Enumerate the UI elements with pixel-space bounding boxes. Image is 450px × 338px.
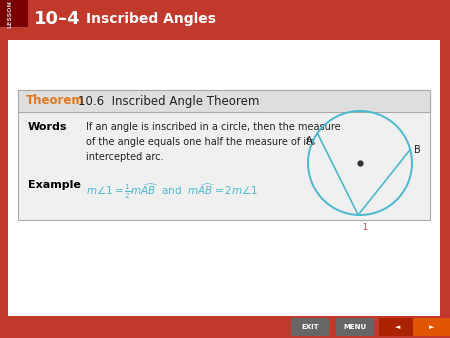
FancyBboxPatch shape xyxy=(8,40,440,316)
Polygon shape xyxy=(0,0,28,27)
Text: $m\angle 1 = \frac{1}{2}m\widehat{AB}$  and  $m\widehat{AB} = 2m\angle 1$: $m\angle 1 = \frac{1}{2}m\widehat{AB}$ a… xyxy=(86,182,258,201)
FancyBboxPatch shape xyxy=(413,318,450,336)
Text: B: B xyxy=(414,145,421,154)
FancyBboxPatch shape xyxy=(0,0,450,38)
Text: 10–4: 10–4 xyxy=(34,10,81,28)
Text: ►: ► xyxy=(429,324,435,330)
FancyBboxPatch shape xyxy=(18,90,430,112)
Text: MENU: MENU xyxy=(343,324,367,330)
FancyBboxPatch shape xyxy=(18,90,430,220)
FancyBboxPatch shape xyxy=(0,40,8,316)
Text: 10.6  Inscribed Angle Theorem: 10.6 Inscribed Angle Theorem xyxy=(78,95,259,107)
Text: Example: Example xyxy=(28,180,81,190)
Text: EXIT: EXIT xyxy=(301,324,319,330)
Text: 1: 1 xyxy=(362,223,367,232)
FancyBboxPatch shape xyxy=(379,318,417,336)
Text: If an angle is inscribed in a circle, then the measure
of the angle equals one h: If an angle is inscribed in a circle, th… xyxy=(86,122,341,162)
Text: Theorem: Theorem xyxy=(26,95,85,107)
FancyBboxPatch shape xyxy=(0,316,450,338)
Text: Inscribed Angles: Inscribed Angles xyxy=(86,12,216,26)
Text: Words: Words xyxy=(28,122,68,132)
Text: A: A xyxy=(306,136,312,146)
FancyBboxPatch shape xyxy=(440,40,450,316)
Text: LESSON: LESSON xyxy=(8,0,13,28)
FancyBboxPatch shape xyxy=(336,318,374,336)
Text: ◄: ◄ xyxy=(395,324,400,330)
FancyBboxPatch shape xyxy=(291,318,329,336)
